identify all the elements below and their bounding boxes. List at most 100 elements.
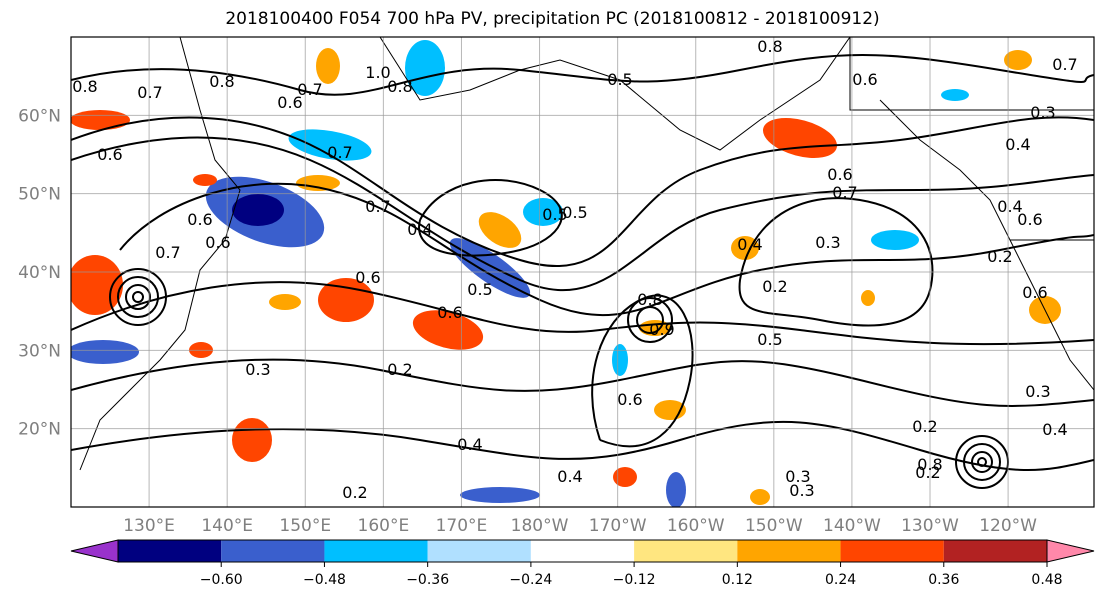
neg-anomaly-blob — [460, 487, 540, 503]
colorbar-tick-label: 0.24 — [825, 572, 856, 588]
pv-contour — [977, 457, 987, 467]
contour-labels: 0.8 0.70.8 1.00.80.70.60.50.60.70.60.50.70… — [72, 37, 1077, 502]
lon-tick-labels: 130°E 140°E 150°E 160°E 170°E 180°W 170°W 160°W… — [123, 516, 1037, 536]
colorbar-segment — [530, 540, 635, 562]
contour-label: 0.2 — [387, 360, 412, 379]
colorbar-tick-label: 0.48 — [1031, 572, 1062, 588]
pv-contour — [109, 268, 167, 326]
pos-anomaly-blob — [861, 290, 875, 306]
contour-label: 0.3 — [1030, 103, 1055, 122]
colorbar-tick-label: −0.48 — [303, 572, 346, 588]
contour-label: 0.5 — [607, 70, 632, 89]
colorbar-tick-label: 0.12 — [722, 572, 753, 588]
pv-contour — [117, 276, 159, 318]
contour-label: 0.4 — [457, 435, 482, 454]
pv-contour — [971, 451, 993, 473]
lon-tick-label: 170°W — [589, 516, 647, 536]
neg-anomaly-blob — [71, 340, 139, 364]
contour-label: 0.6 — [355, 268, 380, 287]
neg-anomaly-blob — [449, 238, 531, 298]
precip-shading — [71, 40, 1061, 507]
pv-contour — [71, 420, 1094, 471]
pos-anomaly-blob — [750, 489, 770, 505]
contour-label: 0.7 — [297, 80, 322, 99]
contour-label: 0.3 — [785, 467, 810, 486]
contour-label: 0.7 — [365, 197, 390, 216]
lat-tick-label: 60°N — [18, 106, 61, 126]
lon-tick-label: 160°W — [667, 516, 725, 536]
contour-label: 0.6 — [617, 390, 642, 409]
contour-label: 0.7 — [327, 143, 352, 162]
colorbar-segment — [427, 540, 531, 562]
lon-tick-label: 120°W — [979, 516, 1037, 536]
map-grid — [71, 37, 1094, 507]
colorbar: −0.60 −0.48 −0.36 −0.24 −0.12 0.12 0.24 0.36 0.4… — [70, 539, 1095, 588]
coastlines — [79, 37, 1094, 471]
contour-label: 1.0 — [365, 63, 390, 82]
colorbar-segment — [118, 540, 222, 562]
pv-contour — [738, 197, 934, 327]
neg-anomaly-blob — [941, 89, 969, 101]
pv-contour — [71, 54, 1094, 96]
lon-tick-label: 140°W — [823, 516, 881, 536]
contour-label: 0.4 — [557, 467, 582, 486]
colorbar-segment — [840, 540, 944, 562]
pos-anomaly-blob — [478, 212, 522, 248]
pos-anomaly-blob — [763, 118, 837, 158]
neg-anomaly-core — [232, 194, 284, 226]
pv-contour — [125, 284, 151, 310]
lon-tick-label: 150°E — [279, 516, 331, 536]
contour-label: 0.2 — [912, 417, 937, 436]
lon-tick-label: 130°E — [123, 516, 175, 536]
pv-contour — [71, 358, 1094, 407]
pos-anomaly-blob — [71, 255, 123, 315]
contour-label: 0.3 — [789, 481, 814, 500]
colorbar-tick-label: −0.36 — [406, 572, 449, 588]
contour-label: 0.6 — [852, 70, 877, 89]
contour-label: 0.5 — [562, 203, 587, 222]
coastline — [79, 37, 241, 471]
contour-label: 0.8 — [72, 77, 97, 96]
pv-contour — [132, 291, 144, 303]
pv-contour — [636, 306, 664, 334]
lon-tick-label: 160°E — [358, 516, 410, 536]
neg-anomaly-blob — [612, 344, 628, 376]
contour-label: 0.2 — [762, 277, 787, 296]
lon-tick-label: 150°W — [745, 516, 803, 536]
colorbar-tick-label: −0.12 — [613, 572, 656, 588]
contour-label: 0.5 — [467, 280, 492, 299]
contour-label: 0.4 — [997, 197, 1022, 216]
contour-label: 0.5 — [542, 205, 567, 224]
contour-label: 0.2 — [915, 463, 940, 482]
pv-contour — [627, 297, 673, 343]
colorbar-segment — [737, 540, 841, 562]
pos-anomaly-blob — [316, 48, 340, 84]
contour-label: 0.2 — [342, 483, 367, 502]
lon-tick-label: 170°E — [436, 516, 488, 536]
pos-anomaly-blob — [269, 294, 301, 310]
lon-tick-label: 140°E — [201, 516, 253, 536]
coastline — [849, 37, 1094, 111]
contour-label: 0.7 — [137, 83, 162, 102]
neg-anomaly-blob — [405, 40, 445, 96]
contour-label: 0.3 — [1025, 382, 1050, 401]
pv-contour — [71, 281, 1094, 346]
neg-anomaly-blob — [523, 198, 563, 226]
map-frame — [70, 36, 1095, 508]
pv-contour — [418, 179, 563, 257]
contour-label: 0.6 — [437, 303, 462, 322]
lon-tick-label: 180°W — [511, 516, 569, 536]
contour-label: 0.4 — [737, 235, 762, 254]
contour-label: 0.8 — [917, 455, 942, 474]
contour-label: 0.8 — [387, 77, 412, 96]
lon-tick-label: 130°W — [901, 516, 959, 536]
pos-anomaly-blob — [71, 110, 130, 130]
pos-anomaly-blob — [296, 175, 340, 191]
pos-anomaly-blob — [613, 467, 637, 487]
colorbar-segment — [943, 540, 1047, 562]
contour-label: 0.4 — [1042, 420, 1067, 439]
contour-label: 0.9 — [649, 320, 674, 339]
lat-tick-label: 20°N — [18, 420, 61, 440]
colorbar-segment — [634, 540, 738, 562]
colorbar-tick-label: 0.36 — [928, 572, 959, 588]
